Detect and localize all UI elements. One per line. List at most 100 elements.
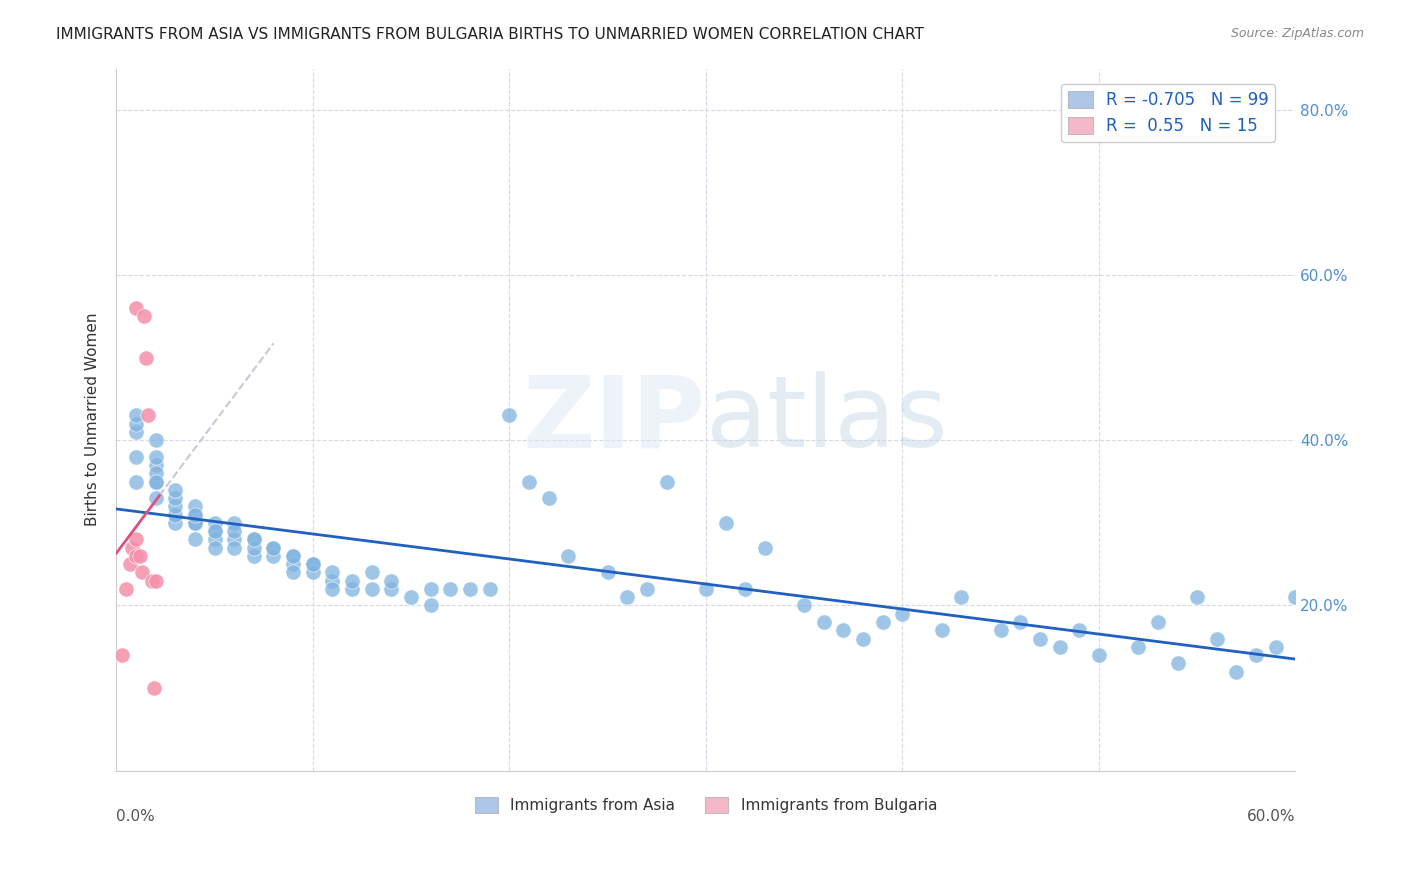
Point	[557, 549, 579, 563]
Point	[1147, 615, 1170, 629]
Point	[128, 549, 150, 563]
Point	[165, 500, 187, 514]
Point	[1225, 665, 1247, 679]
Point	[1128, 640, 1150, 654]
Point	[224, 541, 246, 555]
Point	[243, 541, 266, 555]
Point	[1284, 591, 1306, 605]
Point	[734, 582, 756, 596]
Text: IMMIGRANTS FROM ASIA VS IMMIGRANTS FROM BULGARIA BIRTHS TO UNMARRIED WOMEN CORRE: IMMIGRANTS FROM ASIA VS IMMIGRANTS FROM …	[56, 27, 924, 42]
Point	[132, 310, 155, 324]
Point	[184, 516, 207, 530]
Point	[321, 574, 343, 588]
Point	[852, 632, 875, 646]
Point	[165, 491, 187, 505]
Point	[142, 681, 165, 695]
Point	[204, 516, 226, 530]
Point	[301, 557, 323, 571]
Text: atlas: atlas	[706, 371, 948, 468]
Point	[145, 467, 167, 481]
Point	[1167, 657, 1189, 671]
Point	[872, 615, 894, 629]
Point	[340, 574, 363, 588]
Point	[754, 541, 776, 555]
Point	[145, 574, 167, 588]
Point	[281, 557, 304, 571]
Point	[301, 566, 323, 580]
Y-axis label: Births to Unmarried Women: Births to Unmarried Women	[86, 313, 100, 526]
Point	[1303, 632, 1326, 646]
Point	[281, 549, 304, 563]
Point	[204, 524, 226, 538]
Point	[125, 409, 148, 423]
Point	[263, 541, 285, 555]
Text: Source: ZipAtlas.com: Source: ZipAtlas.com	[1230, 27, 1364, 40]
Text: 60.0%: 60.0%	[1247, 809, 1295, 824]
Point	[321, 566, 343, 580]
Point	[184, 508, 207, 522]
Point	[695, 582, 717, 596]
Point	[165, 483, 187, 497]
Point	[131, 566, 153, 580]
Point	[165, 508, 187, 522]
Point	[135, 351, 157, 365]
Point	[321, 582, 343, 596]
Point	[419, 599, 441, 613]
Point	[478, 582, 501, 596]
Point	[145, 475, 167, 489]
Point	[1185, 591, 1208, 605]
Point	[204, 541, 226, 555]
Point	[125, 417, 148, 431]
Point	[125, 549, 148, 563]
Point	[380, 582, 402, 596]
Point	[125, 533, 148, 547]
Point	[125, 425, 148, 439]
Point	[243, 533, 266, 547]
Point	[891, 607, 914, 621]
Point	[616, 591, 638, 605]
Point	[990, 624, 1012, 638]
Point	[118, 557, 141, 571]
Point	[145, 475, 167, 489]
Point	[121, 541, 143, 555]
Point	[439, 582, 461, 596]
Point	[1205, 632, 1227, 646]
Point	[125, 475, 148, 489]
Point	[281, 566, 304, 580]
Point	[204, 533, 226, 547]
Point	[184, 516, 207, 530]
Point	[517, 475, 540, 489]
Point	[596, 566, 619, 580]
Point	[145, 458, 167, 472]
Point	[184, 500, 207, 514]
Point	[1088, 648, 1111, 662]
Point	[1010, 615, 1032, 629]
Point	[380, 574, 402, 588]
Point	[950, 591, 973, 605]
Text: 0.0%: 0.0%	[117, 809, 155, 824]
Point	[204, 524, 226, 538]
Point	[458, 582, 481, 596]
Point	[360, 566, 382, 580]
Point	[340, 582, 363, 596]
Point	[263, 549, 285, 563]
Point	[655, 475, 678, 489]
Point	[224, 524, 246, 538]
Point	[111, 648, 134, 662]
Point	[145, 491, 167, 505]
Point	[832, 624, 855, 638]
Point	[125, 450, 148, 464]
Point	[136, 409, 159, 423]
Point	[243, 549, 266, 563]
Text: ZIP: ZIP	[523, 371, 706, 468]
Point	[1069, 624, 1091, 638]
Point	[399, 591, 422, 605]
Point	[141, 574, 163, 588]
Point	[1323, 657, 1346, 671]
Point	[184, 533, 207, 547]
Point	[498, 409, 520, 423]
Point	[224, 516, 246, 530]
Point	[145, 450, 167, 464]
Point	[281, 549, 304, 563]
Point	[115, 582, 138, 596]
